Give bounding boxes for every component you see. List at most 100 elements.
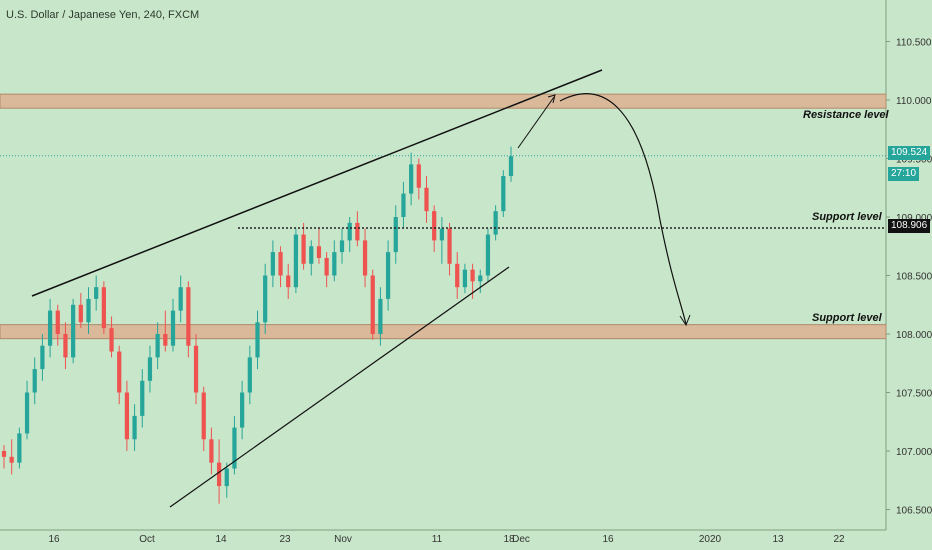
candle-body — [355, 222, 360, 241]
price-axis-panel[interactable] — [886, 0, 932, 550]
candle-body — [94, 287, 99, 299]
candle-body — [378, 298, 383, 334]
candles-layer — [1, 146, 514, 504]
candle-body — [216, 462, 222, 487]
candle — [86, 287, 91, 334]
candle-body — [332, 252, 337, 276]
candle — [255, 310, 260, 370]
price-tick-label: 109.000 — [896, 213, 932, 224]
candle — [216, 439, 222, 504]
candle-body — [432, 211, 437, 241]
candle-body — [501, 176, 506, 212]
candle-body — [209, 439, 214, 463]
price-tick-label: 110.500 — [896, 38, 932, 49]
candle-body — [255, 322, 260, 358]
time-tick-label: Oct — [139, 534, 155, 545]
candle-body — [224, 468, 229, 487]
candle — [370, 269, 375, 340]
candle — [193, 334, 199, 405]
candle — [55, 304, 60, 346]
candle — [40, 334, 45, 381]
candle-body — [132, 415, 137, 440]
time-tick-label: 16 — [602, 534, 614, 545]
resistance-level-label: Resistance level — [803, 109, 889, 121]
candle-body — [170, 310, 176, 346]
candle-body — [9, 456, 14, 463]
candle-body — [316, 246, 322, 258]
candle — [286, 263, 291, 299]
support-zone — [0, 324, 887, 340]
candle-body — [493, 211, 498, 235]
candle — [178, 275, 183, 323]
candle-body — [470, 269, 475, 282]
candle — [493, 205, 498, 241]
candle-body — [101, 287, 106, 329]
candle-body — [32, 369, 37, 393]
time-tick-label: 11 — [432, 534, 443, 545]
projection-arrow-up — [517, 96, 555, 149]
candle-body — [416, 164, 421, 188]
candle — [124, 380, 130, 451]
price-tick-label: 106.500 — [896, 506, 932, 517]
candle — [201, 386, 206, 451]
candle-body — [393, 217, 398, 253]
candle — [393, 205, 398, 264]
candle — [240, 380, 245, 440]
candle — [332, 240, 337, 282]
candle-body — [424, 187, 429, 212]
time-tick-label: 22 — [833, 534, 845, 545]
candle — [324, 252, 329, 288]
candle-body — [178, 287, 183, 311]
price-tick-label: 107.500 — [896, 389, 932, 400]
candle — [309, 240, 314, 276]
candle — [424, 176, 429, 223]
candle — [455, 252, 460, 299]
candle — [132, 404, 137, 451]
candle-body — [286, 275, 291, 288]
candle — [355, 211, 360, 247]
candle — [9, 439, 14, 475]
candle — [462, 263, 468, 294]
upper-trendline — [31, 69, 603, 297]
candle — [209, 427, 214, 475]
candle-body — [347, 222, 352, 241]
projection-arrowhead-down — [679, 314, 691, 327]
candle — [147, 345, 153, 393]
support-price-tag: 108.906 — [888, 219, 931, 233]
candle-body — [1, 451, 7, 457]
candle — [447, 222, 452, 276]
candle — [101, 281, 106, 334]
candle-body — [109, 328, 114, 352]
candle-body — [193, 345, 199, 393]
support-level-label-upper: Support level — [812, 211, 882, 223]
candle — [293, 228, 299, 294]
time-tick-label: 18 — [503, 534, 515, 545]
candle — [247, 345, 252, 405]
candle — [63, 322, 68, 370]
candle-body — [278, 252, 283, 276]
candle-body — [447, 228, 452, 264]
current-price-tag: 109.524 — [888, 146, 931, 160]
candle — [508, 146, 514, 182]
candle-body — [240, 392, 245, 428]
candle — [47, 298, 53, 358]
candle — [485, 228, 491, 282]
price-tick-label: 107.000 — [896, 447, 932, 458]
candle — [339, 228, 345, 264]
candle — [301, 222, 306, 270]
candle-body — [293, 234, 299, 288]
candle — [224, 462, 229, 498]
time-tick-label: 23 — [279, 534, 291, 545]
candle — [170, 298, 176, 352]
candle — [278, 246, 283, 288]
candle — [409, 152, 414, 206]
resistance-zone — [0, 93, 887, 109]
candle-body — [309, 246, 314, 264]
candle — [263, 263, 268, 334]
zones-layer — [0, 93, 887, 340]
candle-body — [40, 345, 45, 370]
candle-body — [55, 310, 60, 334]
candle-body — [63, 334, 68, 358]
